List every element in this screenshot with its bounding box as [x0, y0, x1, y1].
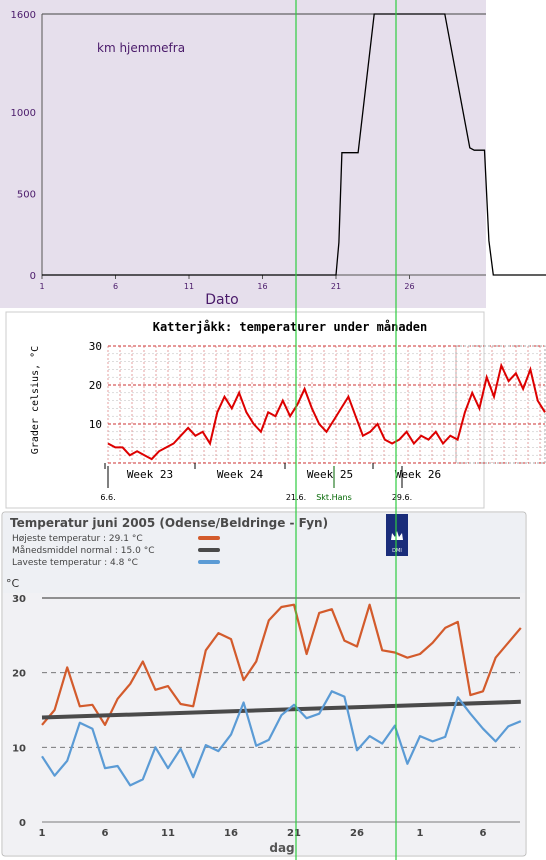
odense-chart: Temperatur juni 2005 (Odense/Beldringe -… [1, 511, 527, 857]
distance-x-tick-label: 1 [39, 282, 44, 291]
katterjakk-title: Katterjåkk: temperaturer under månaden [153, 320, 428, 334]
distance-x-axis-label: Dato [205, 292, 238, 308]
katterjakk-forecast-region [455, 345, 546, 464]
katterjakk-date-marker-label: Skt.Hans [316, 493, 352, 502]
green-date-lines [295, 0, 397, 860]
odense-chart-header [3, 513, 525, 593]
katterjakk-y-tick-label: 10 [89, 418, 102, 431]
katterjakk-week-label: Week 23 [127, 468, 173, 481]
katterjakk-temperature-line [107, 362, 546, 461]
katterjakk-y-axis-label: Grader celsius, °C [30, 346, 41, 454]
katterjakk-week-label: Week 24 [217, 468, 264, 481]
odense-x-tick-label: 26 [350, 828, 364, 839]
katterjakk-y-tick-label: 30 [89, 340, 102, 353]
katterjakk-week-label: Week 25 [307, 468, 353, 481]
odense-x-tick-label: 1 [417, 828, 424, 839]
distance-y-tick-label: 0 [30, 271, 36, 282]
odense-x-tick-label: 6 [102, 828, 109, 839]
odense-y-tick-label: 20 [12, 669, 26, 680]
distance-annotation: km hjemmefra [97, 41, 185, 55]
odense-normal-mean-line [41, 699, 521, 720]
dmi-logo: DMI [386, 514, 408, 556]
katterjakk-y-tick-label: 20 [89, 379, 102, 392]
odense-legend-label: Månedsmiddel normal : 15.0 °C [12, 545, 155, 556]
odense-max-temperature-line [41, 603, 522, 726]
odense-x-tick-label: 6 [480, 828, 487, 839]
odense-x-tick-label: 16 [224, 828, 238, 839]
distance-x-tick-label: 6 [113, 282, 118, 291]
odense-y-tick-label: 30 [12, 594, 26, 605]
odense-legend-label: Højeste temperatur : 29.1 °C [12, 534, 143, 544]
odense-min-temperature-line [41, 690, 522, 787]
odense-title: Temperatur juni 2005 (Odense/Beldringe -… [10, 516, 328, 530]
odense-x-axis-label: dag [269, 841, 294, 855]
odense-legend-label: Laveste temperatur : 4.8 °C [12, 558, 138, 568]
distance-x-tick-label: 11 [184, 282, 194, 291]
distance-y-tick-label: 1600 [11, 10, 36, 21]
distance-y-tick-label: 500 [17, 189, 36, 200]
katterjakk-week-label: Week 26 [395, 468, 441, 481]
distance-chart-background [0, 0, 486, 308]
dmi-logo-text: DMI [392, 548, 402, 554]
odense-x-tick-label: 1 [39, 828, 46, 839]
distance-x-tick-label: 16 [257, 282, 267, 291]
odense-x-tick-label: 11 [161, 828, 175, 839]
odense-y-tick-label: 10 [12, 743, 26, 754]
odense-y-axis-label: °C [6, 577, 20, 590]
distance-line [42, 13, 546, 276]
odense-x-tick-label: 21 [287, 828, 301, 839]
katterjakk-chart: Katterjåkk: temperaturer under månaden G… [5, 311, 546, 509]
katterjakk-date-marker-label: 29.6. [392, 493, 412, 502]
odense-y-tick-label: 0 [19, 818, 26, 829]
distance-y-tick-label: 1000 [11, 108, 36, 119]
distance-x-tick-label: 26 [404, 282, 414, 291]
distance-x-tick-label: 21 [331, 282, 341, 291]
katterjakk-date-marker-label: 6.6. [100, 493, 115, 502]
